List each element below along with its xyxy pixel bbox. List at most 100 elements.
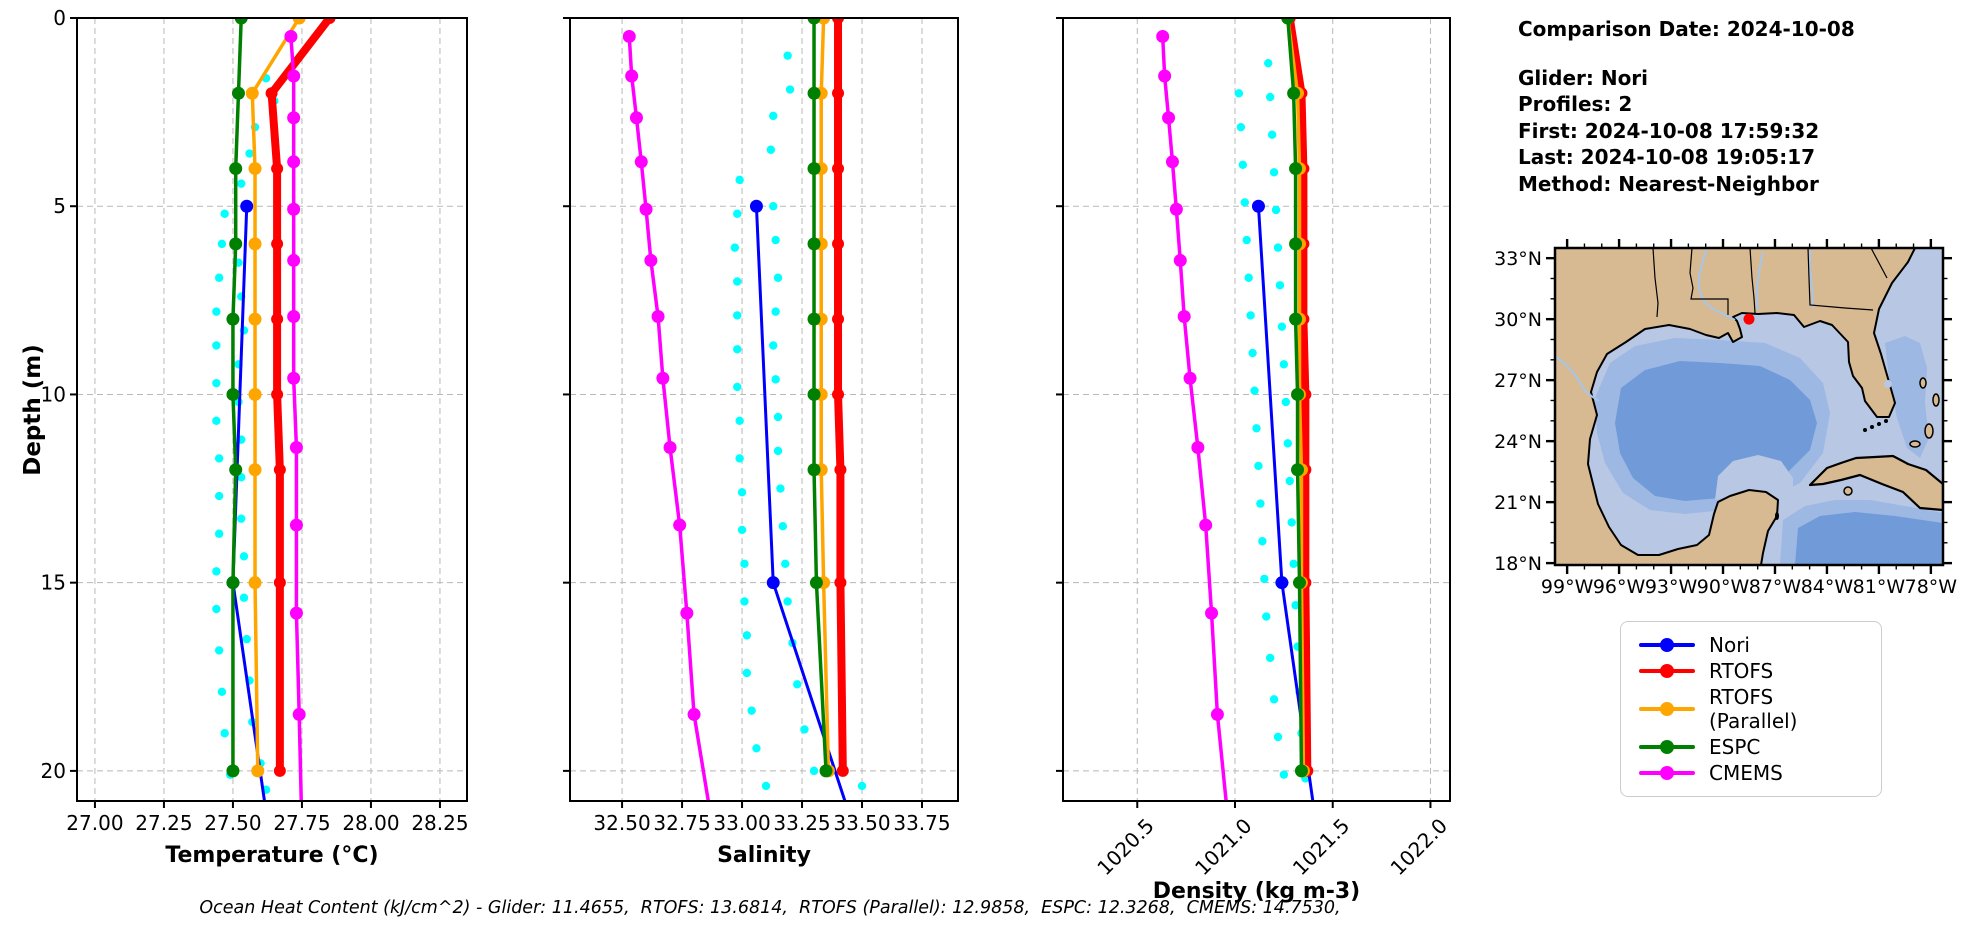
series-espc [807,18,833,778]
campeche-bank-shelf [1715,455,1793,504]
x-tick-label: 28.00 [342,811,399,835]
info-last: Last: 2024-10-08 19:05:17 [1518,145,1816,169]
x-tick-label: 27.75 [273,811,330,835]
map-lon-label: 78°W [1905,576,1958,598]
mainland-coastline [1555,248,1916,565]
map-lat-label: 27°N [1494,370,1542,392]
series-cmems [1156,29,1228,801]
axis-ticks [563,17,924,808]
legend-line-swatch [1639,638,1695,652]
bahamas-island [1909,440,1921,448]
axis-ticks [70,17,441,808]
florida-keys-island [1870,425,1874,429]
map-ticks [1546,239,1952,574]
map-frame [1553,246,1945,567]
legend-item: RTOFS [1639,659,1863,683]
legend-line-swatch [1639,702,1695,716]
series-espc [1281,18,1308,778]
legend-item: Nori [1639,633,1863,657]
legend-label: CMEMS [1709,761,1783,785]
bahamas-island [1924,423,1934,439]
info-glider: Glider: Nori [1518,65,1649,90]
map-lon-label: 96°W [1593,576,1646,598]
glider-location-marker [1743,313,1755,325]
series-cmems [622,29,711,801]
info-gap [1518,43,1855,65]
map-lon-label: 87°W [1749,576,1802,598]
gridlines [1063,18,1450,801]
lake-okeechobee [1884,380,1892,388]
series-espc [226,18,248,778]
legend-item: CMEMS [1639,761,1863,785]
isle-of-youth-island [1843,486,1853,496]
legend-item: RTOFS (Parallel) [1639,685,1863,733]
series-glider-obs [730,51,867,791]
y-tick-label: 15 [41,571,66,595]
x-tick-label: 32.75 [653,811,710,835]
bahamas-island [1932,393,1940,407]
info-method: Method: Nearest-Neighbor [1518,171,1819,196]
x-tick-label: 1022.0 [1386,814,1452,880]
x-tick-label: 1021.5 [1288,814,1354,880]
temperature-axis-label: Temperature (°C) [165,843,378,868]
x-tick-label: 33.50 [833,811,890,835]
florida-keys-island [1863,428,1867,432]
y-axis-label: Depth (m) [20,344,46,476]
y-tick-label: 5 [53,194,66,218]
legend-line-swatch [1639,664,1695,678]
legend-item: ESPC [1639,735,1863,759]
gridlines [570,18,958,801]
series-rtofs-parallel- [245,18,306,778]
series-rtofs [832,18,849,777]
legend-line-swatch [1639,766,1695,780]
map-lon-label: 84°W [1801,576,1854,598]
series-cmems [284,29,306,801]
x-tick-label: 33.00 [713,811,770,835]
x-tick-label: 33.25 [773,811,830,835]
legend-label: RTOFS [1709,659,1774,683]
density-plot: 1020.5 1021.0 1021.5 1022.0 Density (kg m-3) [1056,17,1452,904]
x-tick-label: 27.00 [66,811,123,835]
x-tick-label: 27.25 [135,811,192,835]
map-lat-label: 33°N [1494,248,1542,270]
salinity-axis-label: Salinity [717,843,811,868]
x-tick-label: 1021.0 [1190,814,1256,880]
ohc-footer: Ocean Heat Content (kJ/cm^2) - Glider: 1… [199,898,1341,918]
y-tick-label: 0 [53,6,66,30]
gulf-map: 33°N 30°N 27°N 24°N 21°N 18°N99°W 96°W 93°W 90°W… [1494,239,1957,598]
legend-label: ESPC [1709,735,1761,759]
series-nori [1251,199,1315,801]
legend-label: Nori [1709,633,1750,657]
info-panel: Comparison Date: 2024-10-08 Glider: Nori… [1518,16,1855,197]
info-profiles: Profiles: 2 [1518,92,1633,116]
map-lon-label: 93°W [1645,576,1698,598]
florida-keys-island [1877,422,1881,426]
x-tick-label: 27.50 [204,811,261,835]
legend: Nori RTOFS RTOFS (Parallel) ESPC CMEMS [1620,621,1882,797]
info-first: First: 2024-10-08 17:59:32 [1518,118,1820,143]
map-lat-label: 24°N [1494,431,1542,453]
map-lat-label: 21°N [1494,492,1542,514]
map-lat-label: 18°N [1494,553,1542,575]
temperature-plot: 27.00 27.25 27.50 27.75 28.00 28.25 0 5 10 15 20 Te… [41,6,469,868]
bahamas-island [1919,377,1927,389]
legend-line-swatch [1639,740,1695,754]
axis-ticks [1056,17,1432,808]
x-tick-label: 1020.5 [1092,814,1158,880]
density-axis-label: Density (kg m-3) [1153,879,1361,904]
map-lon-label: 90°W [1697,576,1750,598]
map-lon-label: 81°W [1853,576,1906,598]
map-lon-label: 99°W [1541,576,1594,598]
cuba-coastline [1808,454,1943,512]
y-tick-label: 10 [41,382,66,406]
y-tick-label: 20 [41,759,66,783]
salinity-plot: 32.50 32.75 33.00 33.25 33.50 33.75 Salinity [563,17,959,868]
map-lat-label: 30°N [1494,309,1542,331]
florida-keys-island [1884,419,1888,423]
comparison-date: Comparison Date: 2024-10-08 [1518,17,1855,41]
legend-label: RTOFS (Parallel) [1709,685,1798,733]
x-tick-label: 32.50 [593,811,650,835]
cozumel-island [1775,512,1779,520]
